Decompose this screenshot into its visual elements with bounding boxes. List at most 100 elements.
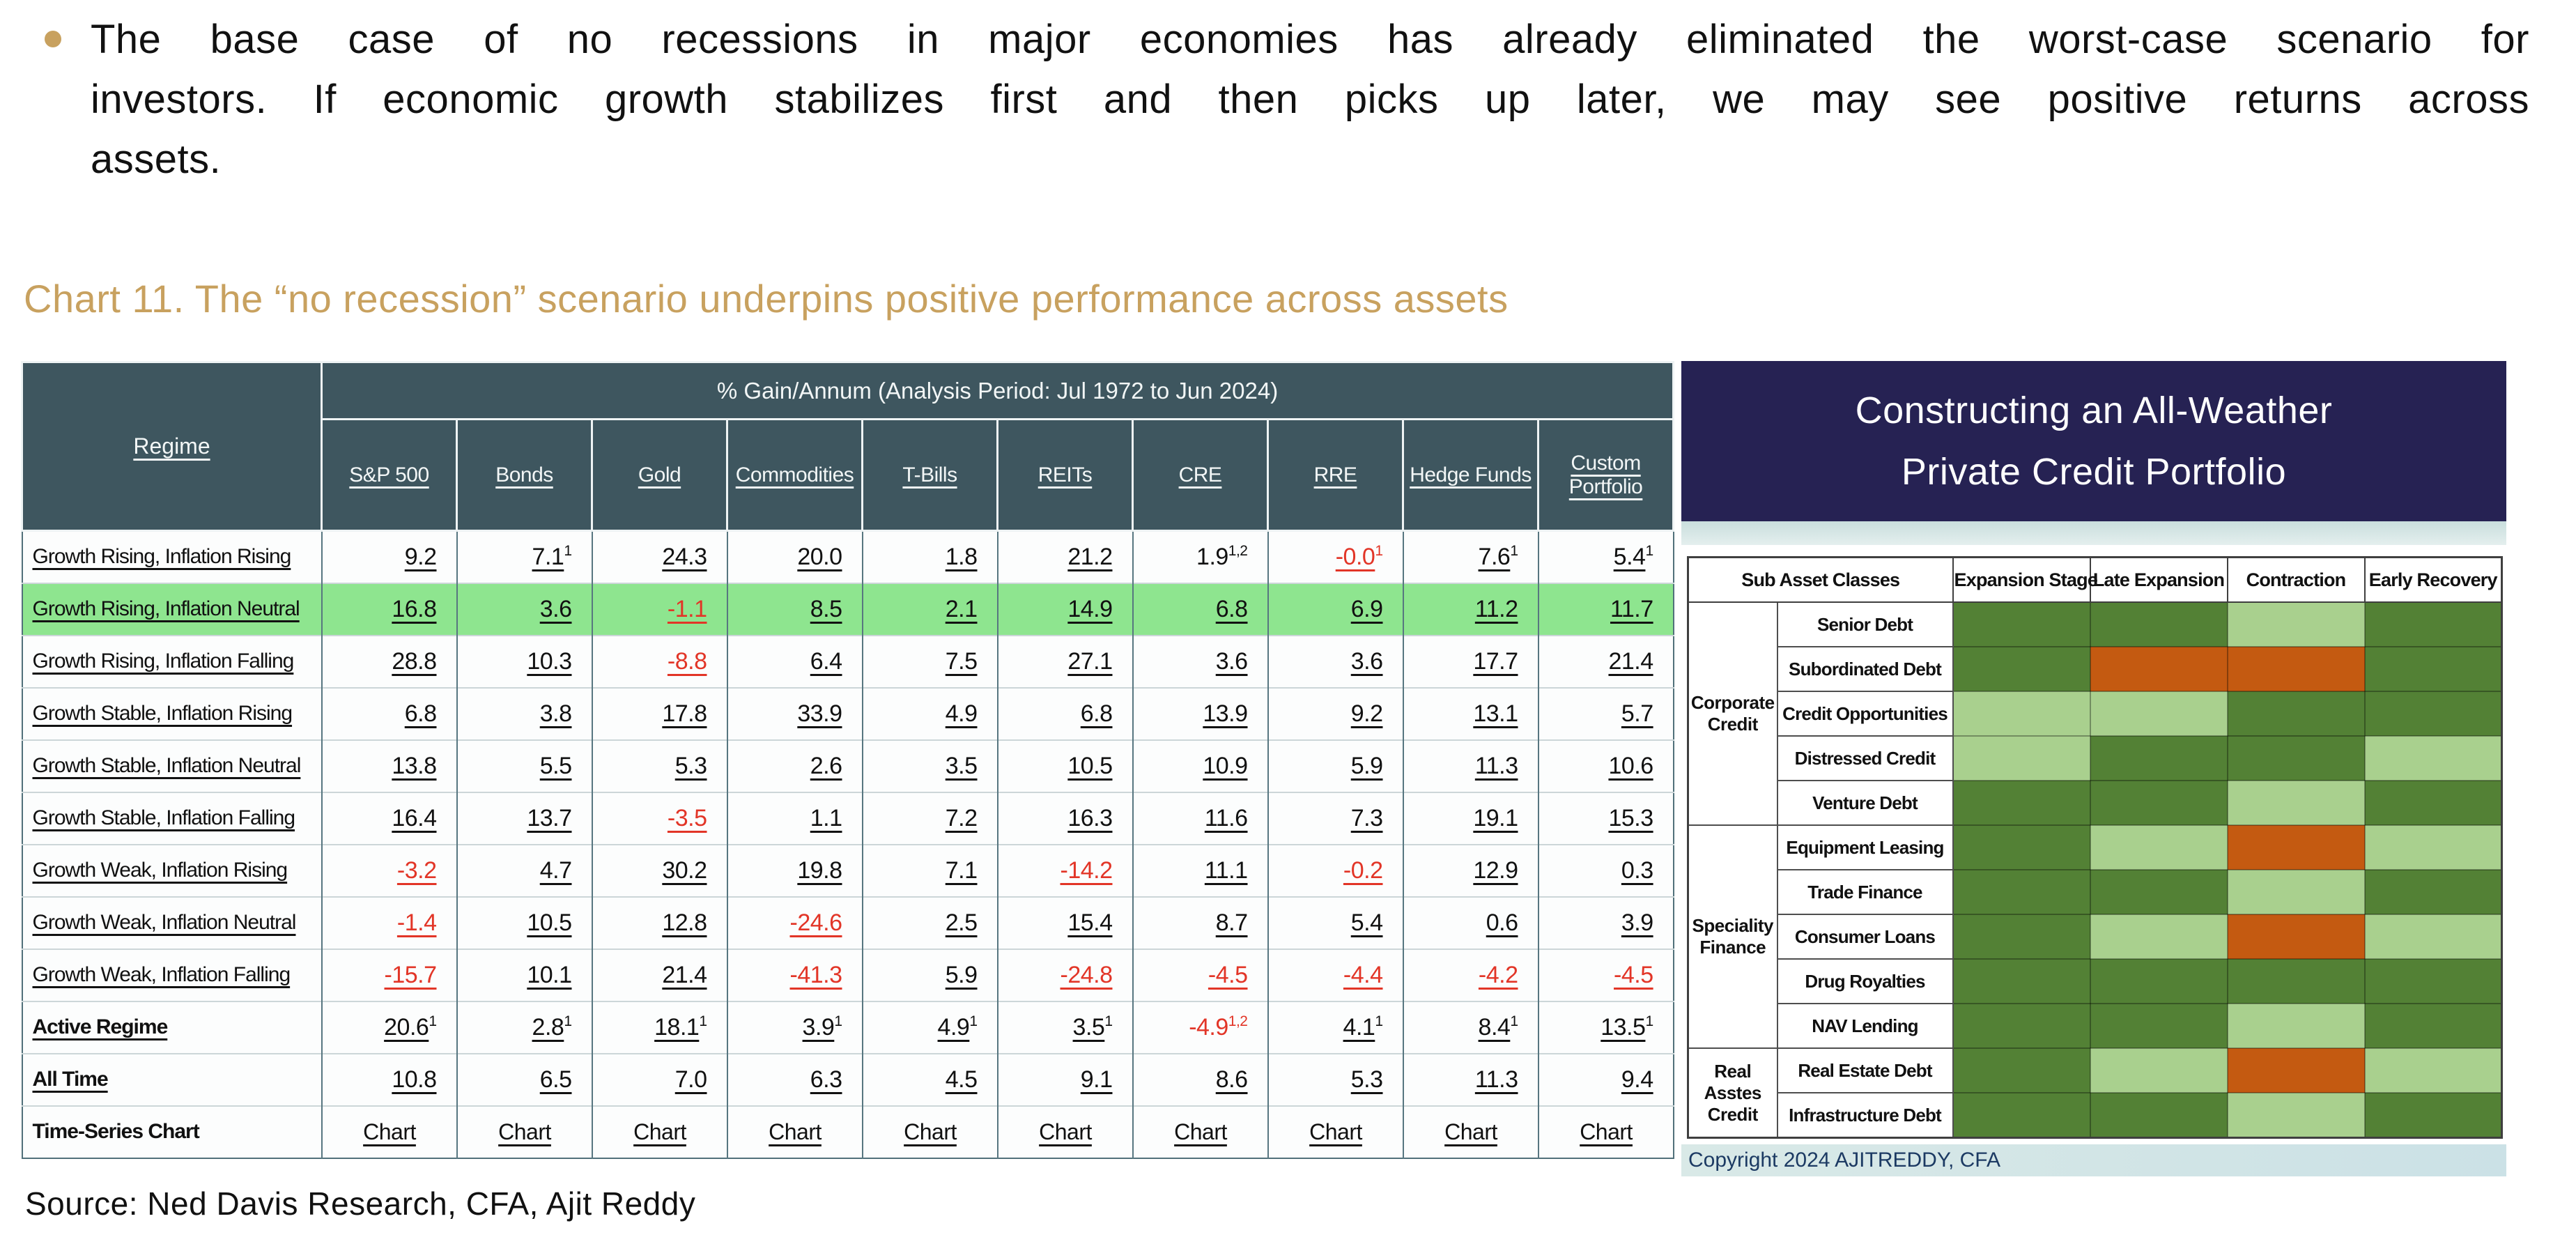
regime-column-header[interactable]: Regime	[21, 361, 323, 532]
value-cell[interactable]: 6.9	[1267, 582, 1403, 636]
column-header[interactable]: Gold	[591, 418, 728, 532]
value-cell[interactable]: 21.4	[1537, 634, 1674, 688]
chart-link[interactable]: Chart	[321, 1105, 457, 1158]
value-cell[interactable]: 6.8	[996, 686, 1133, 740]
value-cell[interactable]: 11.2	[1402, 582, 1538, 636]
value-cell[interactable]: 7.11	[456, 530, 592, 583]
column-header[interactable]: Commodities	[726, 418, 863, 532]
regime-label[interactable]: Growth Weak, Inflation Neutral	[22, 896, 322, 949]
column-header[interactable]: T-Bills	[861, 418, 998, 532]
value-cell[interactable]: 2.1	[861, 582, 998, 636]
value-cell[interactable]: 5.41	[1537, 530, 1674, 583]
regime-label[interactable]: Growth Stable, Inflation Falling	[22, 791, 322, 845]
value-cell[interactable]: -4.5	[1132, 948, 1268, 1001]
value-cell[interactable]: 8.6	[1132, 1052, 1268, 1106]
value-cell[interactable]: -14.2	[996, 843, 1133, 897]
value-cell[interactable]: 20.0	[726, 530, 863, 583]
value-cell[interactable]: 13.1	[1402, 686, 1538, 740]
regime-label[interactable]: All Time	[22, 1052, 322, 1106]
value-cell[interactable]: 2.81	[456, 1000, 592, 1054]
value-cell[interactable]: -24.8	[996, 948, 1133, 1001]
regime-label[interactable]: Growth Rising, Inflation Falling	[22, 634, 322, 688]
column-header[interactable]: S&P 500	[321, 418, 458, 532]
value-cell[interactable]: 4.5	[861, 1052, 998, 1106]
value-cell[interactable]: -0.2	[1267, 843, 1403, 897]
value-cell[interactable]: 15.4	[996, 896, 1133, 949]
value-cell[interactable]: 21.2	[996, 530, 1133, 583]
value-cell[interactable]: 8.41	[1402, 1000, 1538, 1054]
value-cell[interactable]: 5.4	[1267, 896, 1403, 949]
value-cell[interactable]: -0.01	[1267, 530, 1403, 583]
value-cell[interactable]: 6.8	[1132, 582, 1268, 636]
value-cell[interactable]: 33.9	[726, 686, 863, 740]
value-cell[interactable]: -8.8	[591, 634, 727, 688]
value-cell[interactable]: 5.3	[1267, 1052, 1403, 1106]
value-cell[interactable]: 7.3	[1267, 791, 1403, 845]
value-cell[interactable]: 7.0	[591, 1052, 727, 1106]
regime-label[interactable]: Growth Rising, Inflation Neutral	[22, 582, 322, 636]
value-cell[interactable]: 11.1	[1132, 843, 1268, 897]
value-cell[interactable]: 9.4	[1537, 1052, 1674, 1106]
value-cell[interactable]: 13.8	[321, 739, 457, 792]
chart-link[interactable]: Chart	[996, 1105, 1133, 1158]
regime-label[interactable]: Active Regime	[22, 1000, 322, 1054]
value-cell[interactable]: 10.9	[1132, 739, 1268, 792]
value-cell[interactable]: 19.1	[1402, 791, 1538, 845]
value-cell[interactable]: 10.1	[456, 948, 592, 1001]
value-cell[interactable]: 11.7	[1537, 582, 1674, 636]
value-cell[interactable]: 19.8	[726, 843, 863, 897]
value-cell[interactable]: 1.1	[726, 791, 863, 845]
value-cell[interactable]: 17.7	[1402, 634, 1538, 688]
value-cell[interactable]: -15.7	[321, 948, 457, 1001]
value-cell[interactable]: 0.3	[1537, 843, 1674, 897]
chart-link[interactable]: Chart	[1537, 1105, 1674, 1158]
value-cell[interactable]: -4.2	[1402, 948, 1538, 1001]
value-cell[interactable]: 3.6	[1267, 634, 1403, 688]
value-cell[interactable]: 21.4	[591, 948, 727, 1001]
value-cell[interactable]: 9.2	[1267, 686, 1403, 740]
value-cell[interactable]: 1.91,2	[1132, 530, 1268, 583]
column-header[interactable]: Bonds	[456, 418, 593, 532]
value-cell[interactable]: -1.4	[321, 896, 457, 949]
value-cell[interactable]: -4.4	[1267, 948, 1403, 1001]
value-cell[interactable]: 4.11	[1267, 1000, 1403, 1054]
value-cell[interactable]: 3.91	[726, 1000, 863, 1054]
value-cell[interactable]: 27.1	[996, 634, 1133, 688]
value-cell[interactable]: 20.61	[321, 1000, 457, 1054]
value-cell[interactable]: 2.5	[861, 896, 998, 949]
value-cell[interactable]: 14.9	[996, 582, 1133, 636]
value-cell[interactable]: 12.8	[591, 896, 727, 949]
value-cell[interactable]: 16.3	[996, 791, 1133, 845]
value-cell[interactable]: 7.5	[861, 634, 998, 688]
value-cell[interactable]: 5.9	[861, 948, 998, 1001]
column-header[interactable]: CRE	[1132, 418, 1269, 532]
value-cell[interactable]: 3.6	[456, 582, 592, 636]
value-cell[interactable]: 16.4	[321, 791, 457, 845]
value-cell[interactable]: 9.2	[321, 530, 457, 583]
value-cell[interactable]: 5.3	[591, 739, 727, 792]
value-cell[interactable]: 6.3	[726, 1052, 863, 1106]
value-cell[interactable]: 18.11	[591, 1000, 727, 1054]
value-cell[interactable]: 3.9	[1537, 896, 1674, 949]
chart-link[interactable]: Chart	[1267, 1105, 1403, 1158]
regime-label[interactable]: Growth Weak, Inflation Rising	[22, 843, 322, 897]
column-header[interactable]: REITs	[996, 418, 1134, 532]
regime-label[interactable]: Growth Rising, Inflation Rising	[22, 530, 322, 583]
value-cell[interactable]: 6.4	[726, 634, 863, 688]
value-cell[interactable]: 0.6	[1402, 896, 1538, 949]
chart-link[interactable]: Chart	[456, 1105, 592, 1158]
value-cell[interactable]: 4.91	[861, 1000, 998, 1054]
value-cell[interactable]: 11.3	[1402, 739, 1538, 792]
value-cell[interactable]: -4.5	[1537, 948, 1674, 1001]
value-cell[interactable]: 1.8	[861, 530, 998, 583]
value-cell[interactable]: 7.61	[1402, 530, 1538, 583]
column-header[interactable]: Custom Portfolio	[1536, 418, 1675, 532]
value-cell[interactable]: 7.1	[861, 843, 998, 897]
value-cell[interactable]: 8.7	[1132, 896, 1268, 949]
value-cell[interactable]: -3.5	[591, 791, 727, 845]
value-cell[interactable]: 24.3	[591, 530, 727, 583]
value-cell[interactable]: -41.3	[726, 948, 863, 1001]
value-cell[interactable]: 3.8	[456, 686, 592, 740]
chart-link[interactable]: Chart	[861, 1105, 998, 1158]
value-cell[interactable]: 6.8	[321, 686, 457, 740]
